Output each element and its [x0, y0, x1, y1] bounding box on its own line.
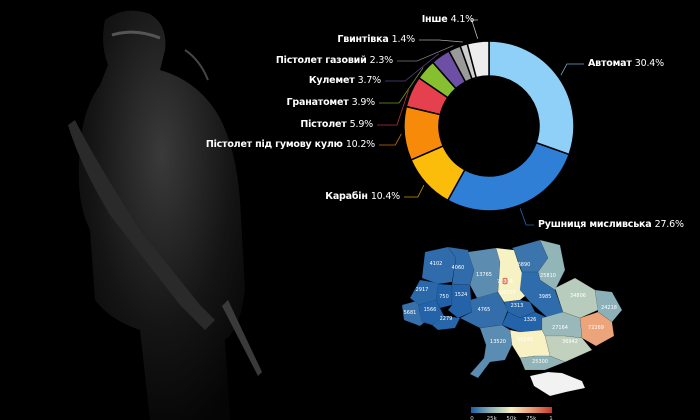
- slice-label-value: 10.2%: [345, 139, 375, 150]
- color-scale-tick: 25k: [487, 416, 498, 420]
- map-region-value: 1524: [455, 292, 468, 298]
- slice-label: Пістолет під гумову кулю 10.2%: [206, 139, 375, 151]
- slice-label-name: Гвинтівка: [337, 34, 389, 45]
- map-region: [519, 355, 566, 371]
- map-region-value: 72269: [588, 325, 604, 331]
- map-region-value: 3985: [539, 294, 552, 300]
- slice-label-name: Карабін: [325, 191, 368, 202]
- map-region: [469, 324, 513, 379]
- leader-line-1: [519, 208, 534, 226]
- map-region-value: 27164: [552, 325, 568, 331]
- map-region-value: 24218: [601, 305, 617, 311]
- leader-line-8: [419, 39, 463, 43]
- map-region-value: 4765: [478, 307, 491, 313]
- slice-label: Автомат 30.4%: [588, 58, 664, 70]
- color-scale-tick: 1: [549, 416, 553, 420]
- slice-label-name: Пістолет: [300, 119, 347, 130]
- leader-line-7: [397, 45, 454, 62]
- color-scale-tick: 75k: [526, 416, 537, 420]
- map-region-value: 50148: [517, 337, 533, 343]
- map-region-value: 25300: [532, 359, 548, 365]
- slice-label-name: Кулемет: [308, 75, 355, 86]
- map-region-value: 1566: [424, 307, 437, 313]
- map-region: [529, 371, 586, 397]
- slice-label-value: 1.4%: [391, 34, 416, 45]
- map-region-value: 2313: [511, 303, 524, 309]
- slice-label: Гранатомет 3.9%: [286, 97, 376, 109]
- leader-line-6: [385, 53, 440, 82]
- slice-label: Карабін 10.4%: [325, 191, 400, 203]
- map-region: [435, 283, 453, 309]
- map-region-value: 1326: [524, 317, 537, 323]
- slice-label: Пістолет газовий 2.3%: [276, 55, 393, 67]
- leader-line-2: [404, 184, 425, 198]
- slice-label-name: Рушниця мисливська: [538, 219, 652, 230]
- leader-line-5: [379, 67, 424, 104]
- map-region-value: 2279: [440, 316, 453, 322]
- donut-slice-0: [488, 40, 575, 156]
- slice-label-name: Інше: [421, 14, 448, 25]
- map-region-value: 4102: [430, 261, 443, 267]
- slice-label-value: 3.7%: [357, 75, 382, 86]
- map-region: [594, 289, 623, 323]
- slice-label-value: 3.9%: [351, 97, 376, 108]
- map-region-value: 5681: [404, 310, 417, 316]
- leader-line-4: [377, 90, 409, 126]
- slice-label: Гвинтівка 1.4%: [337, 34, 415, 46]
- map-region-value: 36942: [562, 339, 578, 345]
- slice-label: Рушниця мисливська 27.6%: [538, 219, 684, 231]
- slice-label-name: Пістолет під гумову кулю: [205, 139, 343, 150]
- slice-label-name: Гранатомет: [286, 97, 349, 108]
- map-region-value: 2917: [416, 287, 429, 293]
- map-region-value: 13520: [490, 339, 506, 345]
- slice-label-value: 5.9%: [349, 119, 374, 130]
- slice-label: Кулемет 3.7%: [309, 75, 381, 87]
- donut-slice-1: [446, 141, 571, 212]
- leader-line-0: [560, 63, 584, 76]
- map-region-value: 13765: [476, 272, 492, 278]
- slice-label-name: Пістолет газовий: [275, 55, 367, 66]
- color-scale-bar: [471, 407, 552, 413]
- map-region: [501, 311, 549, 333]
- map-region-value: 750: [439, 294, 449, 300]
- slice-label-value: 10.4%: [370, 191, 400, 202]
- slice-label-name: Автомат: [588, 58, 632, 69]
- map-region-value: 34806: [570, 293, 586, 299]
- map-region-value: 78394: [497, 279, 513, 285]
- map-region-value: 6890: [518, 262, 531, 268]
- map-region: [431, 315, 461, 331]
- leader-line-9: [471, 19, 479, 39]
- leader-line-3: [379, 133, 402, 146]
- slice-label-value: 27.6%: [654, 219, 684, 230]
- map-region-value: 50137: [500, 290, 516, 296]
- color-scale-tick: 0: [470, 416, 474, 420]
- map-region-value: 25810: [540, 273, 556, 279]
- slice-label-value: 30.4%: [634, 58, 664, 69]
- slice-label-value: 2.3%: [369, 55, 394, 66]
- map-region-kyiv-city: [501, 277, 509, 285]
- map-region: [509, 329, 551, 359]
- slice-label: Пістолет 5.9%: [300, 119, 373, 131]
- slice-label: Інше 4.1%: [422, 14, 474, 26]
- slice-label-value: 4.1%: [450, 14, 475, 25]
- map-region-value: 4060: [452, 265, 465, 271]
- donut-slice-9: [466, 40, 490, 79]
- color-scale-tick: 50k: [506, 416, 517, 420]
